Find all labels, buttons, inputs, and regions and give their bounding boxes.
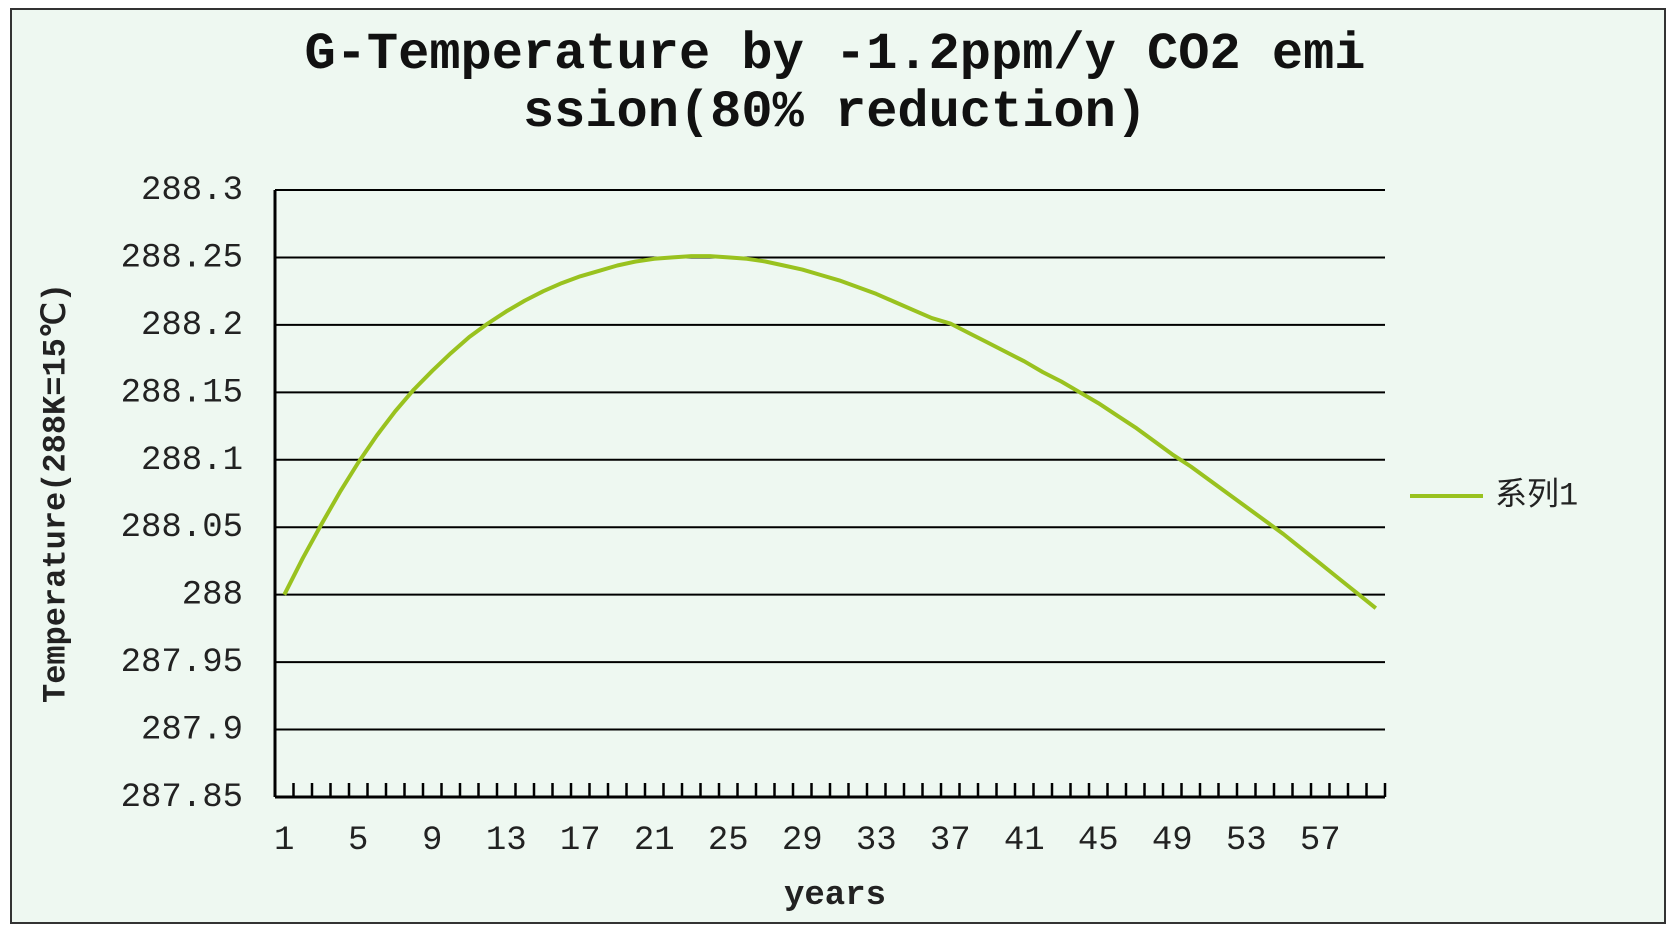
y-axis-label: Temperature(288K=15℃): [37, 283, 74, 703]
x-tick-label: 33: [856, 822, 897, 860]
x-tick-label: 17: [560, 822, 601, 860]
chart-panel: [10, 8, 1666, 924]
y-tick-label: 287.95: [121, 644, 243, 682]
y-tick-label: 287.9: [141, 712, 243, 750]
y-tick-label: 288.3: [141, 172, 243, 210]
x-tick-label: 45: [1078, 822, 1119, 860]
y-tick-label: 288: [182, 577, 243, 615]
x-axis-label: years: [784, 877, 886, 915]
y-tick-label: 288.2: [141, 307, 243, 345]
x-tick-label: 25: [708, 822, 749, 860]
y-tick-label: 288.15: [121, 374, 243, 412]
y-tick-label: 288.05: [121, 509, 243, 547]
x-tick-label: 9: [422, 822, 442, 860]
x-tick-label: 57: [1300, 822, 1341, 860]
x-tick-label: 13: [486, 822, 527, 860]
x-tick-label: 49: [1152, 822, 1193, 860]
x-tick-label: 5: [348, 822, 368, 860]
x-tick-label: 37: [930, 822, 971, 860]
chart-title: G-Temperature by -1.2ppm/y CO2 emission(…: [304, 25, 1366, 142]
legend-label: 系列1: [1495, 477, 1578, 514]
line-series: [282, 254, 1378, 610]
x-tick-label: 53: [1226, 822, 1267, 860]
x-tick-label: 21: [634, 822, 675, 860]
x-tick-label: 41: [1004, 822, 1045, 860]
x-tick-label: 1: [274, 822, 294, 860]
y-tick-label: 288.1: [141, 442, 243, 480]
y-tick-label: 288.25: [121, 239, 243, 277]
x-tick-label: 29: [782, 822, 823, 860]
y-tick-label: 287.85: [121, 779, 243, 817]
